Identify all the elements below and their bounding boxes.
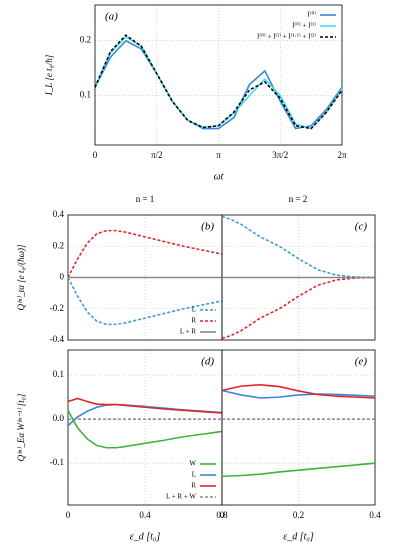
- x-axis-label: ε_d [t₀]: [130, 531, 161, 542]
- x-axis-label: ε_d [t₀]: [283, 531, 314, 542]
- x-tick-label: 0.4: [139, 510, 151, 520]
- y-axis-label: Q⁽ⁿ⁾_Eα W⁽ⁿ⁻¹⁾ [t₀]: [16, 393, 26, 461]
- x-tick-label: 3π/2: [272, 150, 288, 160]
- legend-label: R: [191, 317, 196, 325]
- series-line: [221, 389, 376, 399]
- legend-label: W: [189, 460, 196, 468]
- legend-label: I⁽⁰⁾ + I⁽¹⁾: [292, 22, 316, 30]
- panel-label: (c): [355, 221, 368, 233]
- x-tick-label: 0: [220, 510, 225, 520]
- panel-label: (d): [201, 356, 214, 368]
- series-line: [94, 34, 343, 130]
- x-tick-label: 0: [66, 510, 71, 520]
- y-axis-label: Q⁽ⁿ⁾_tα [e t₀/(ħω)]: [16, 244, 26, 310]
- x-tick-label: 0: [93, 150, 98, 160]
- y-tick-label: 0.2: [80, 35, 91, 45]
- legend-label: L: [192, 306, 196, 314]
- series-line: [67, 397, 223, 414]
- series-line: [67, 409, 223, 449]
- plot-frame: [94, 4, 343, 146]
- legend-label: I⁽⁰⁾: [307, 11, 316, 19]
- y-tick-label: 0.1: [80, 90, 91, 100]
- legend-label: L + R + W: [166, 493, 196, 501]
- y-tick-label: 0.4: [53, 209, 65, 219]
- legend-label: L: [192, 471, 196, 479]
- x-tick-label: π: [216, 150, 221, 160]
- series-line: [221, 276, 376, 340]
- x-tick-label: π/2: [151, 150, 163, 160]
- x-tick-label: 0.4: [369, 510, 381, 520]
- y-tick-label: 0.1: [53, 369, 64, 379]
- x-tick-label: 0.2: [293, 510, 304, 520]
- plot-frame: [221, 349, 376, 506]
- legend-label: I⁽⁰⁾ + I⁽¹⁾ + I⁽¹·¹⁾ + I⁽²⁾: [257, 33, 316, 41]
- column-title: n = 2: [289, 194, 308, 204]
- legend-label: R: [191, 482, 196, 490]
- x-tick-label: 2π: [337, 150, 347, 160]
- series-line: [221, 462, 376, 478]
- column-title: n = 1: [136, 194, 155, 204]
- x-tick-label: 0.8: [216, 510, 228, 520]
- panel-label: (a): [105, 11, 118, 23]
- y-tick-label: 0: [60, 272, 65, 282]
- legend-label: L + R: [180, 328, 196, 336]
- y-tick-label: 0.2: [53, 240, 64, 250]
- y-axis-label: I_L [e t₀/ħ]: [44, 54, 54, 96]
- panel-label: (e): [355, 356, 368, 368]
- y-tick-label: -0.2: [50, 303, 64, 313]
- series-line: [221, 215, 376, 279]
- y-tick-label: -0.1: [50, 457, 64, 467]
- x-axis-label: ωt: [214, 171, 224, 182]
- panel-label: (b): [201, 221, 214, 233]
- series-line: [67, 277, 223, 326]
- y-tick-label: -0.4: [50, 334, 65, 344]
- series-line: [94, 39, 343, 130]
- y-tick-label: 0.0: [53, 413, 65, 423]
- series-line: [221, 383, 376, 399]
- series-line: [67, 229, 223, 278]
- plot-frame: [67, 349, 223, 506]
